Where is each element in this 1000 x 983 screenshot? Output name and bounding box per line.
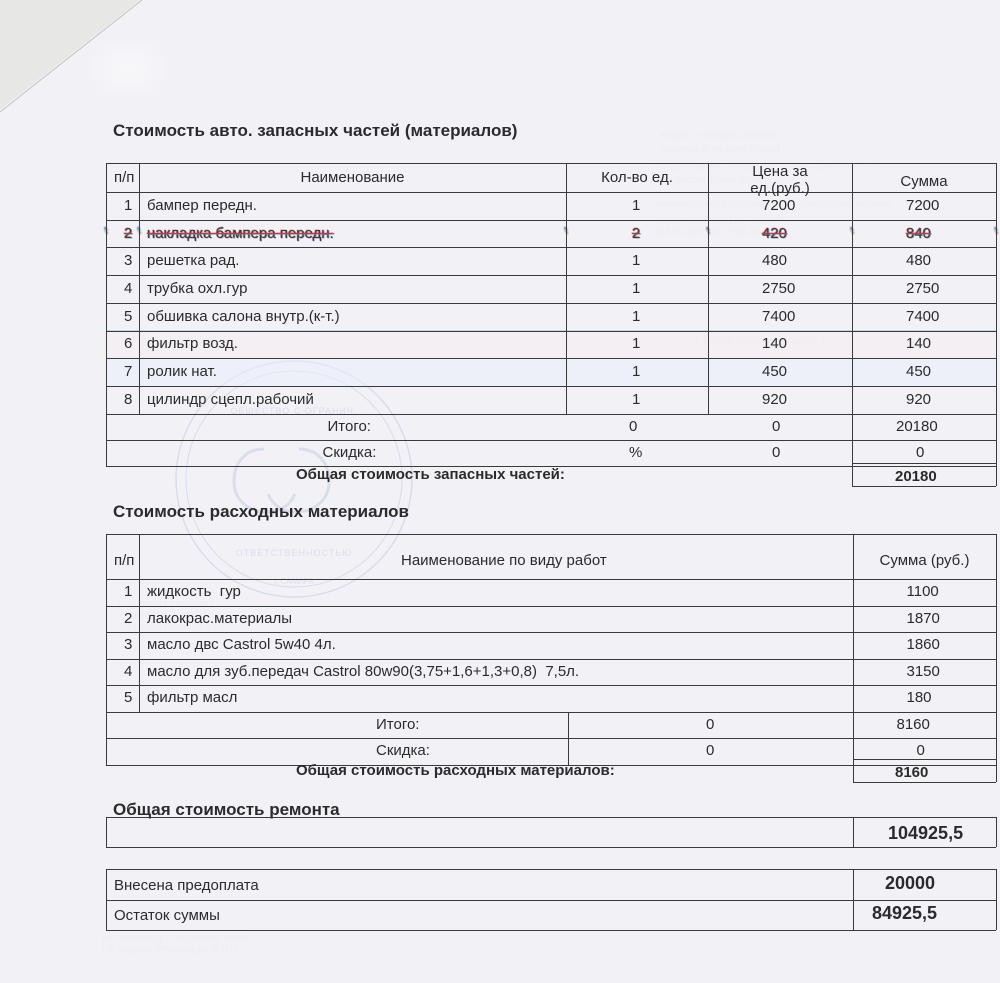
svg-text:ОТВЕТСТВЕННОСТЬЮ: ОТВЕТСТВЕННОСТЬЮ (236, 548, 352, 558)
